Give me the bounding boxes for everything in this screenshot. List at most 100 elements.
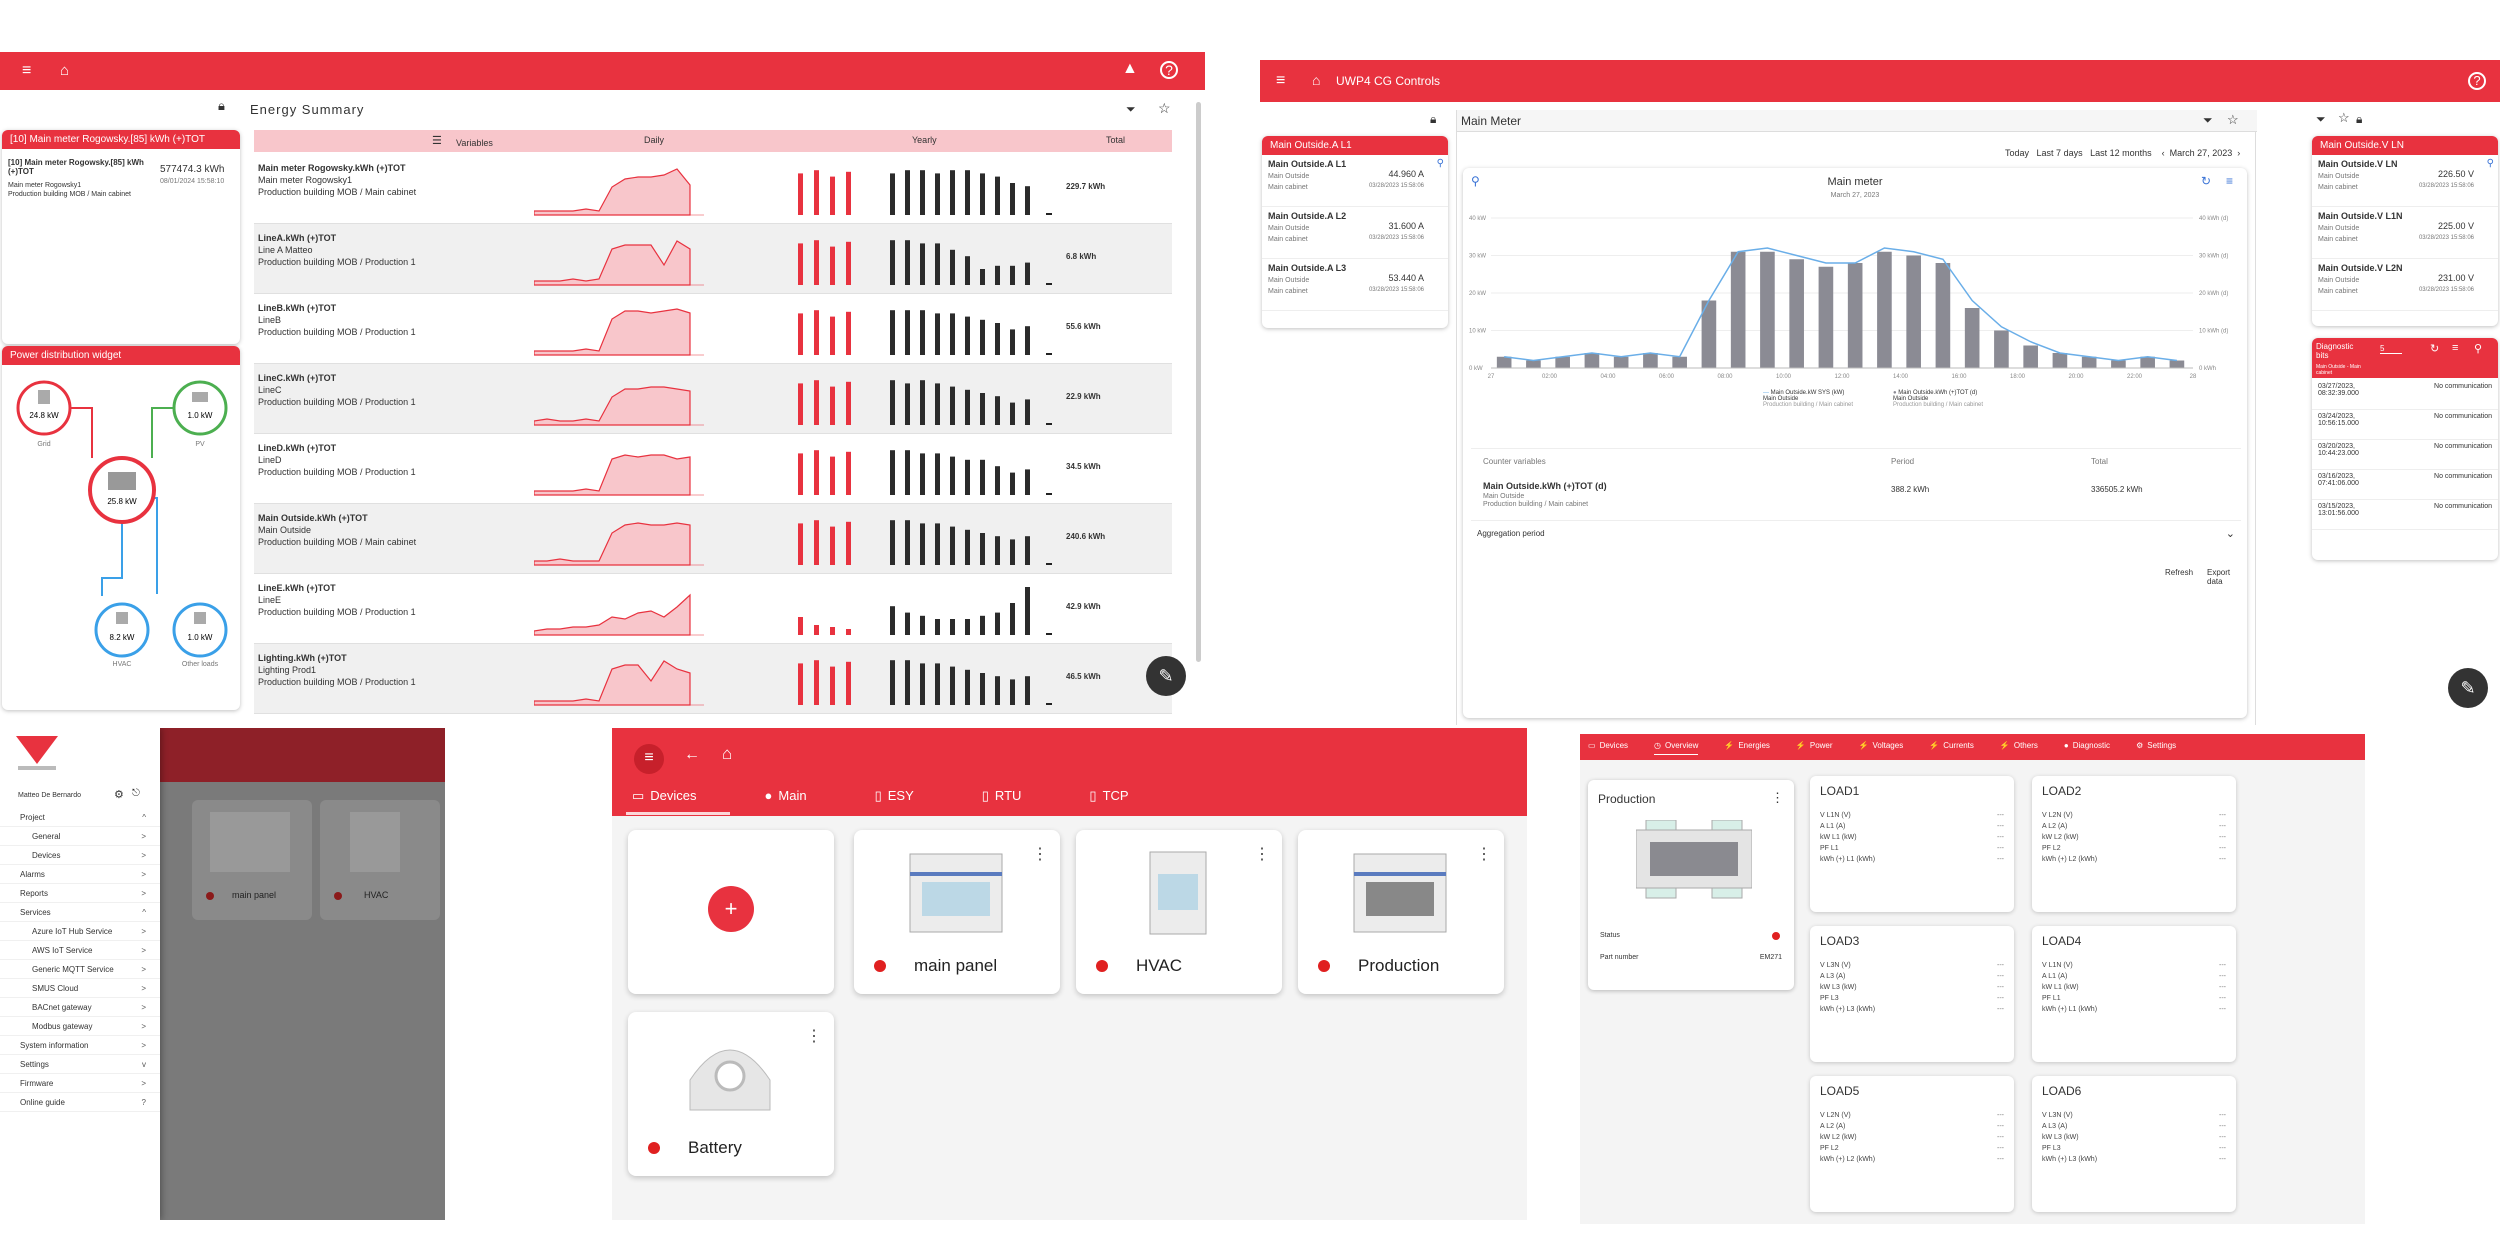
col-total[interactable]: Total [1106, 135, 1126, 145]
device-card[interactable]: ⋮ HVAC [1076, 830, 1282, 994]
kebab-menu-icon[interactable]: ⋮ [1771, 790, 1784, 805]
table-row[interactable]: LineC.kWh (+)TOT LineC Production building… [254, 364, 1172, 434]
chart-series-line[interactable] [1504, 247, 2178, 362]
tab-currents[interactable]: ⚡ Currents [1929, 741, 1974, 750]
tab-energies[interactable]: ⚡ Energies [1724, 741, 1770, 750]
sidebar-item[interactable]: Modbus gateway > [0, 1017, 160, 1036]
lock-icon[interactable]: 🔒︎ [1430, 112, 1437, 126]
col-yearly[interactable]: Yearly [912, 135, 937, 145]
chart-bar[interactable] [1584, 353, 1600, 368]
prev-date-icon[interactable]: ‹ [2161, 148, 2165, 158]
chart-bar[interactable] [1789, 259, 1804, 368]
chart-bar[interactable] [1906, 255, 1921, 369]
chevron-down-icon[interactable]: ⌄ [2225, 528, 2235, 540]
chart-bar[interactable] [2052, 353, 2068, 368]
sidebar-item[interactable]: AWS IoT Service > [0, 941, 160, 960]
filter-icon[interactable]: ⏷ [1126, 102, 1136, 116]
diagnostic-count-select[interactable]: 5 [2380, 344, 2402, 354]
star-icon-right[interactable]: ☆ [2338, 110, 2350, 125]
home-icon[interactable]: ⌂ [722, 744, 733, 763]
scrollbar[interactable] [1196, 102, 1201, 662]
filter-list-icon[interactable]: ≡ [2452, 342, 2459, 354]
table-row[interactable]: Lighting.kWh (+)TOT Lighting Prod1 Product… [254, 644, 1172, 714]
load-card[interactable]: LOAD3 V L3N (V) --- A L3 (A) --- kW L3 (kW) --… [1810, 926, 2014, 1062]
tab-voltages[interactable]: ⚡ Voltages [1859, 741, 1904, 750]
chart-bar[interactable] [1643, 353, 1658, 368]
chart-bar[interactable] [2023, 345, 2038, 369]
diagnostic-item[interactable]: 03/15/2023, 13:01:56.000 No communication [2312, 500, 2498, 530]
lock-icon[interactable]: 🔒︎ [218, 98, 225, 113]
table-row[interactable]: LineD.kWh (+)TOT LineD Production building… [254, 434, 1172, 504]
device-card[interactable]: ⋮ Production [1298, 830, 1504, 994]
alarm-bell-icon[interactable]: ▲ [1122, 60, 1138, 77]
chart-bar[interactable] [1935, 263, 1951, 368]
star-icon[interactable]: ☆ [1158, 100, 1171, 116]
pin-icon[interactable]: ⚲ [2474, 343, 2483, 355]
next-date-icon[interactable]: › [2237, 148, 2241, 158]
help-icon[interactable]: ? [2468, 72, 2486, 90]
home-icon[interactable]: ⌂ [60, 62, 70, 79]
table-row[interactable]: Main Outside.kWh (+)TOT Main Outside Produ… [254, 504, 1172, 574]
chart-bar[interactable] [2169, 360, 2185, 369]
tab-esy[interactable]: ▯ ESY [875, 788, 948, 803]
sidebar-item[interactable]: Settings v [0, 1055, 160, 1074]
meter-item[interactable]: Main Outside.V L2N Main Outside Main cabin… [2312, 259, 2498, 311]
meter-item[interactable]: Main Outside.A L1 Main Outside Main cabine… [1262, 155, 1448, 207]
tab-settings[interactable]: ⚙ Settings [2136, 741, 2176, 750]
help-icon[interactable]: ? [1160, 61, 1178, 79]
chart-bar[interactable] [2111, 360, 2126, 369]
diagnostic-item[interactable]: 03/16/2023, 07:41:06.000 No communication [2312, 470, 2498, 500]
menu-icon[interactable]: ≡ [1276, 72, 1286, 89]
meter-item[interactable]: Main Outside.A L2 Main Outside Main cabine… [1262, 207, 1448, 259]
logout-icon[interactable]: ⎋ [132, 788, 140, 799]
sidebar-item[interactable]: Services ^ [0, 903, 160, 922]
kebab-menu-icon[interactable]: ⋮ [806, 1028, 822, 1045]
table-row[interactable]: Main meter Rogowsky.kWh (+)TOT Main meter… [254, 154, 1172, 224]
table-row[interactable]: LineE.kWh (+)TOT LineE Production building… [254, 574, 1172, 644]
sidebar-item[interactable]: System information > [0, 1036, 160, 1055]
chart-bar[interactable] [1496, 356, 1512, 368]
load-card[interactable]: LOAD1 V L1N (V) --- A L1 (A) --- kW L1 (kW) --… [1810, 776, 2014, 912]
load-card[interactable]: LOAD4 V L1N (V) --- A L1 (A) --- kW L1 (kW) --… [2032, 926, 2236, 1062]
load-card[interactable]: LOAD2 V L2N (V) --- A L2 (A) --- kW L2 (kW) --… [2032, 776, 2236, 912]
tab-devices[interactable]: ▭ Devices [632, 788, 731, 803]
range-today[interactable]: Today [2005, 148, 2030, 158]
table-row[interactable]: LineA.kWh (+)TOT Line A Matteo Production … [254, 224, 1172, 294]
chart-bar[interactable] [1877, 251, 1892, 368]
chart-bar[interactable] [1672, 356, 1687, 368]
meter-item[interactable]: Main Outside.A L3 Main Outside Main cabine… [1262, 259, 1448, 311]
kebab-menu-icon[interactable]: ⋮ [1032, 846, 1048, 863]
kebab-menu-icon[interactable]: ⋮ [1476, 846, 1492, 863]
meter-item[interactable]: Main Outside.V L1N Main Outside Main cabin… [2312, 207, 2498, 259]
zoom-icon[interactable]: ⚲ [1471, 174, 1480, 188]
menu-list-icon[interactable]: ≡ [2225, 174, 2233, 188]
edit-fab-icon[interactable]: ✎ [2448, 668, 2488, 708]
settings-gear-icon[interactable]: ⚙ [114, 789, 124, 801]
diagnostic-item[interactable]: 03/20/2023, 10:44:23.000 No communication [2312, 440, 2498, 470]
refresh-icon[interactable]: ↻ [2200, 174, 2211, 188]
pin-icon[interactable]: ⚲ [2486, 158, 2494, 169]
sidebar-item[interactable]: BACnet gateway > [0, 998, 160, 1017]
chart-bar[interactable] [1964, 308, 1980, 368]
aggregation-row[interactable]: Aggregation period ⌄ [1471, 520, 2241, 548]
device-card[interactable]: ⋮ main panel [854, 830, 1060, 994]
sidebar-item[interactable]: Alarms > [0, 865, 160, 884]
pin-icon[interactable]: ⚲ [1436, 158, 1444, 169]
tab-main[interactable]: ● Main [765, 788, 841, 803]
load-card[interactable]: LOAD6 V L3N (V) --- A L3 (A) --- kW L3 (kW) --… [2032, 1076, 2236, 1212]
chart-bar[interactable] [1613, 356, 1629, 368]
legend-item-line[interactable]: — Main Outside.kW SYS (kW) Main Outside Pr… [1763, 390, 1854, 408]
back-arrow-icon[interactable]: ← [684, 746, 700, 763]
legend-item-bar[interactable]: ● Main Outside.kWh (+)TOT (d) Main Outsid… [1893, 390, 1984, 408]
range-date[interactable]: March 27, 2023 [2169, 148, 2233, 158]
col-variables[interactable]: Variables [456, 138, 493, 148]
chart-bar[interactable] [2081, 356, 2097, 368]
chart-bar[interactable] [2140, 356, 2155, 368]
table-row[interactable]: LineB.kWh (+)TOT LineB Production building… [254, 294, 1172, 364]
edit-fab-icon[interactable]: ✎ [1146, 656, 1186, 696]
load-card[interactable]: LOAD5 V L2N (V) --- A L2 (A) --- kW L2 (kW) --… [1810, 1076, 2014, 1212]
lock-icon-right[interactable]: 🔒︎ [2356, 112, 2363, 126]
tab-tcp[interactable]: ▯ TCP [1089, 788, 1162, 803]
sidebar-item[interactable]: Devices > [0, 846, 160, 865]
add-device-card[interactable]: + [628, 830, 834, 994]
